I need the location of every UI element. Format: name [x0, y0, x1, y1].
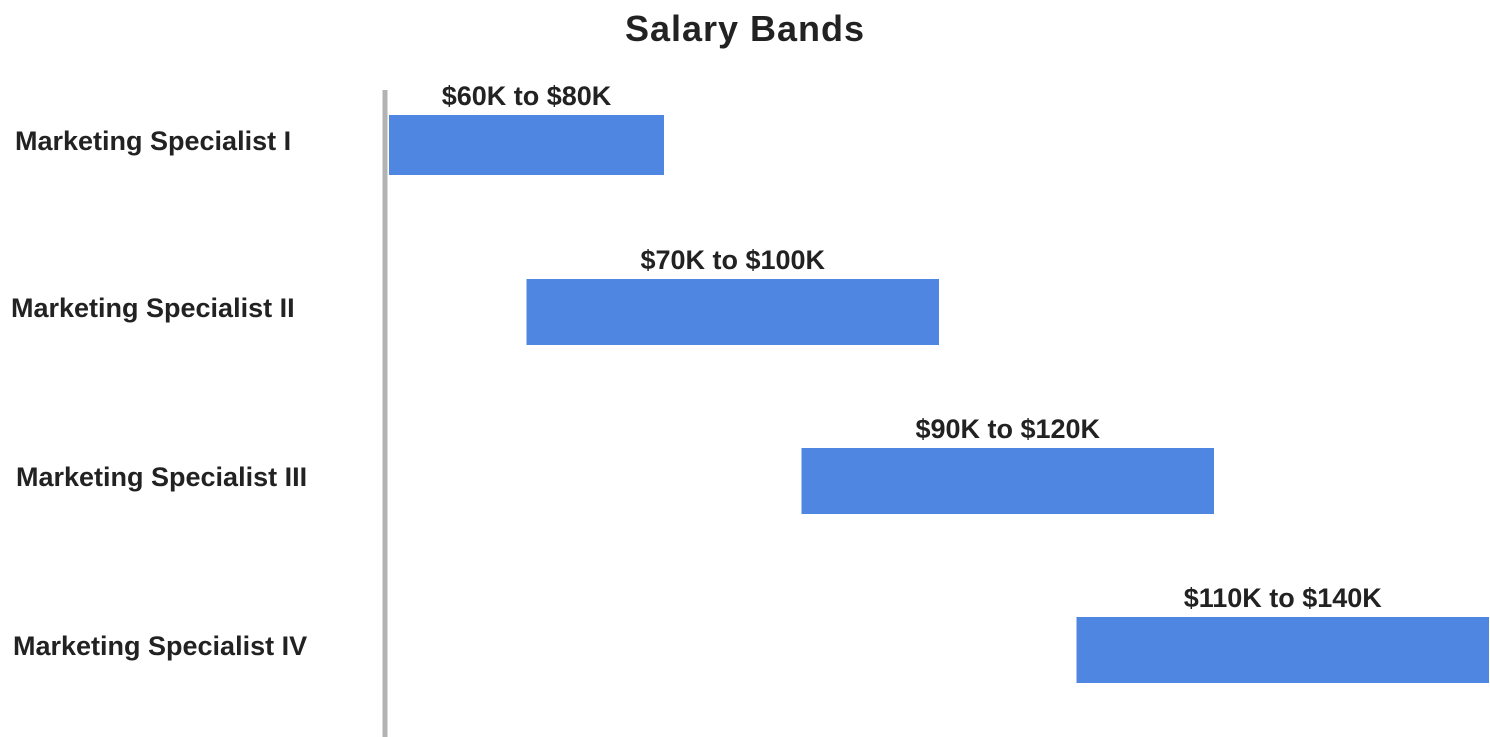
salary-band-bar [526, 279, 939, 345]
bars-layer [389, 115, 1489, 683]
salary-band-bar [801, 448, 1214, 514]
salary-band-bar [1076, 617, 1489, 683]
chart-title: Salary Bands [624, 8, 866, 49]
labels-layer: $60K to $80K Marketing Specialist I $70K t… [11, 81, 1382, 661]
category-label: Marketing Specialist II [11, 293, 295, 323]
category-label: Marketing Specialist III [16, 462, 307, 492]
salary-band-bar [389, 115, 664, 175]
band-range-label: $60K to $80K [442, 81, 612, 111]
band-range-label: $110K to $140K [1184, 583, 1383, 613]
band-range-label: $70K to $100K [640, 245, 825, 275]
category-label: Marketing Specialist IV [13, 631, 307, 661]
category-label: Marketing Specialist I [15, 126, 291, 156]
band-range-label: $90K to $120K [915, 414, 1100, 444]
